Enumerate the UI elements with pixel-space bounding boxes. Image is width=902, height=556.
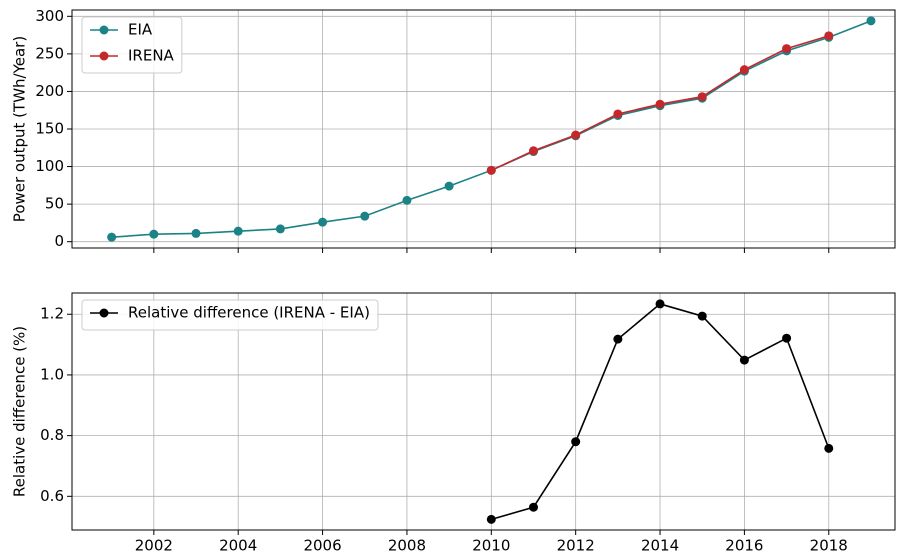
x-tick-label: 2008 — [388, 537, 426, 555]
data-point — [613, 334, 623, 344]
data-point — [528, 502, 538, 512]
x-tick-label: 2010 — [472, 537, 510, 555]
legend: EIA IRENA — [81, 16, 183, 74]
y-axis-label: Relative difference (%) — [11, 326, 29, 497]
y-tick-label: 250 — [35, 44, 64, 62]
legend-marker — [99, 51, 109, 61]
x-tick-label: 2016 — [725, 537, 763, 555]
legend-marker — [99, 308, 109, 318]
legend-marker — [99, 25, 109, 35]
data-point — [782, 333, 792, 343]
y-tick-label: 150 — [35, 120, 64, 138]
data-point — [486, 514, 496, 524]
legend-box — [81, 299, 379, 331]
data-point — [444, 181, 454, 191]
y-tick-label: 0 — [54, 232, 64, 250]
data-point — [613, 109, 623, 119]
y-tick-label: 100 — [35, 157, 64, 175]
legend-label: Relative difference (IRENA - EIA) — [128, 304, 370, 322]
axes-frame — [71, 292, 896, 531]
data-point — [233, 226, 243, 236]
legend-label: EIA — [128, 21, 153, 39]
data-point — [275, 224, 285, 234]
y-tick-label: 0.8 — [40, 426, 64, 444]
data-point — [824, 31, 834, 41]
x-tick-label: 2018 — [810, 537, 848, 555]
data-point — [655, 99, 665, 109]
data-point — [697, 311, 707, 321]
data-point — [318, 217, 328, 227]
axes-frame — [71, 9, 896, 249]
data-point — [571, 130, 581, 140]
data-point — [528, 146, 538, 156]
y-tick-label: 1.0 — [40, 365, 64, 383]
y-tick-label: 50 — [45, 195, 64, 213]
data-point — [486, 165, 496, 175]
y-tick-label: 200 — [35, 82, 64, 100]
y-axis-label: Power output (TWh/Year) — [11, 36, 29, 222]
x-tick-label: 2014 — [641, 537, 679, 555]
legend: Relative difference (IRENA - EIA) — [81, 299, 379, 331]
y-tick-label: 0.6 — [40, 487, 64, 505]
data-point — [191, 228, 201, 238]
data-point — [655, 299, 665, 309]
data-point — [107, 232, 117, 242]
x-tick-label: 2004 — [219, 537, 257, 555]
data-point — [824, 443, 834, 453]
data-point — [739, 65, 749, 75]
y-tick-label: 300 — [35, 7, 64, 25]
data-point — [739, 355, 749, 365]
y-tick-label: 1.2 — [40, 305, 64, 323]
x-tick-label: 2006 — [303, 537, 341, 555]
data-point — [402, 195, 412, 205]
data-point — [360, 211, 370, 221]
legend-label: IRENA — [128, 47, 175, 65]
x-tick-label: 2012 — [557, 537, 595, 555]
x-tick-label: 2002 — [135, 537, 173, 555]
data-point — [149, 229, 159, 239]
data-point — [782, 44, 792, 54]
data-point — [866, 16, 876, 26]
data-point — [571, 437, 581, 447]
data-point — [697, 92, 707, 102]
